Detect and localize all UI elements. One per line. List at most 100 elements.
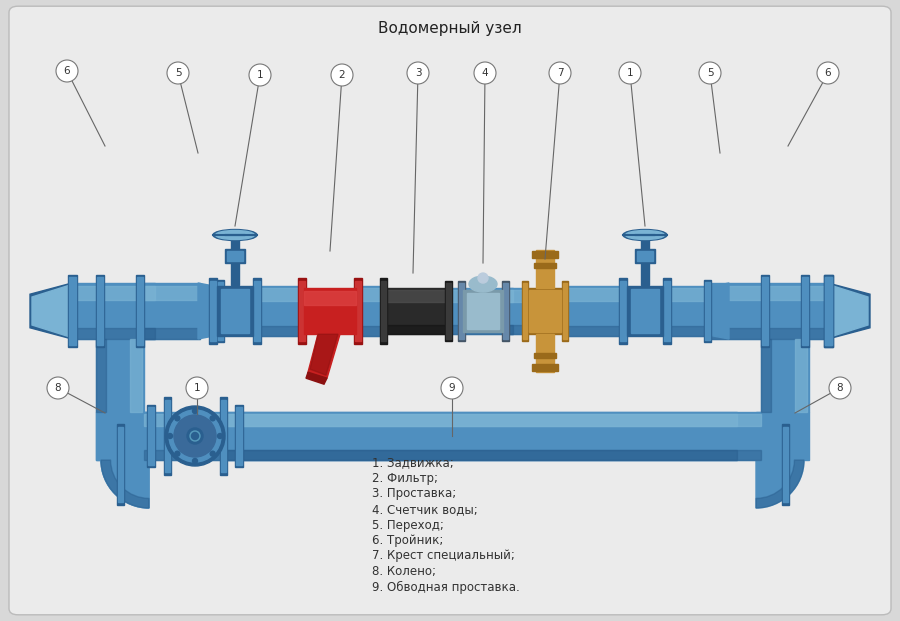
Circle shape bbox=[817, 62, 839, 84]
Text: 1: 1 bbox=[256, 70, 264, 80]
Bar bbox=[565, 288, 623, 301]
Bar bbox=[358, 326, 383, 336]
Text: 8: 8 bbox=[837, 383, 843, 393]
Text: 4: 4 bbox=[482, 68, 489, 78]
Bar bbox=[637, 251, 653, 261]
Bar bbox=[525, 288, 565, 334]
Circle shape bbox=[407, 62, 429, 84]
Bar bbox=[231, 237, 239, 285]
Bar bbox=[223, 450, 761, 460]
Bar bbox=[96, 412, 149, 460]
Circle shape bbox=[211, 416, 215, 421]
Text: 2. Фильтр;: 2. Фильтр; bbox=[372, 472, 438, 485]
Bar bbox=[380, 278, 386, 344]
Bar bbox=[805, 286, 828, 300]
Bar bbox=[213, 326, 220, 336]
Bar bbox=[705, 283, 805, 339]
Circle shape bbox=[549, 62, 571, 84]
Bar bbox=[218, 283, 222, 340]
Polygon shape bbox=[310, 334, 338, 375]
Bar bbox=[446, 283, 451, 338]
Ellipse shape bbox=[215, 230, 255, 240]
Circle shape bbox=[619, 62, 641, 84]
Bar bbox=[144, 414, 167, 427]
Bar bbox=[824, 274, 832, 347]
Bar bbox=[534, 353, 556, 358]
Bar bbox=[254, 281, 260, 342]
Circle shape bbox=[187, 428, 203, 444]
Bar bbox=[536, 334, 554, 372]
Bar bbox=[463, 290, 503, 332]
Text: 5. Переход;: 5. Переход; bbox=[372, 519, 444, 532]
Bar bbox=[762, 278, 768, 345]
Bar bbox=[562, 281, 568, 341]
Bar bbox=[223, 414, 761, 427]
Ellipse shape bbox=[213, 230, 257, 240]
Polygon shape bbox=[198, 283, 220, 339]
Polygon shape bbox=[306, 372, 327, 384]
Bar bbox=[619, 278, 627, 344]
Text: 1. Задвижка;: 1. Задвижка; bbox=[372, 456, 454, 469]
Bar bbox=[782, 427, 788, 502]
Bar bbox=[130, 339, 141, 412]
Circle shape bbox=[193, 458, 197, 463]
Bar bbox=[355, 281, 361, 342]
Circle shape bbox=[331, 64, 353, 86]
Bar bbox=[448, 325, 513, 334]
Bar bbox=[565, 286, 623, 336]
Bar bbox=[536, 250, 554, 288]
Bar bbox=[257, 286, 300, 336]
Polygon shape bbox=[707, 283, 729, 339]
Bar bbox=[217, 280, 223, 342]
Bar bbox=[140, 328, 200, 339]
Bar bbox=[704, 280, 710, 342]
Bar bbox=[383, 325, 448, 334]
Bar bbox=[667, 286, 705, 336]
Bar bbox=[467, 293, 499, 329]
Text: 4. Счетчик воды;: 4. Счетчик воды; bbox=[372, 503, 478, 516]
Bar bbox=[663, 278, 671, 344]
Circle shape bbox=[190, 431, 200, 441]
Bar bbox=[383, 288, 448, 334]
Bar bbox=[96, 339, 105, 412]
Bar bbox=[664, 281, 670, 342]
Bar bbox=[529, 290, 561, 332]
Bar bbox=[448, 288, 513, 334]
Bar bbox=[635, 249, 655, 263]
Bar bbox=[227, 251, 243, 261]
Bar bbox=[168, 412, 737, 460]
Circle shape bbox=[441, 377, 463, 399]
Bar bbox=[502, 283, 508, 338]
Bar bbox=[96, 274, 104, 347]
Bar bbox=[140, 286, 200, 300]
Bar bbox=[210, 281, 216, 342]
Bar bbox=[96, 339, 144, 412]
Bar bbox=[144, 450, 167, 460]
Ellipse shape bbox=[469, 276, 497, 292]
Circle shape bbox=[56, 60, 78, 82]
Bar bbox=[381, 281, 385, 342]
Circle shape bbox=[699, 62, 721, 84]
Polygon shape bbox=[30, 283, 72, 339]
Text: 6. Тройник;: 6. Тройник; bbox=[372, 534, 444, 547]
Bar bbox=[140, 283, 200, 339]
Bar bbox=[565, 326, 623, 336]
Bar bbox=[168, 450, 737, 460]
Circle shape bbox=[175, 451, 180, 456]
Text: Водомерный узел: Водомерный узел bbox=[378, 22, 522, 37]
Bar bbox=[532, 251, 558, 258]
Text: 7: 7 bbox=[557, 68, 563, 78]
Bar bbox=[457, 281, 464, 341]
Polygon shape bbox=[830, 285, 868, 337]
Bar bbox=[805, 283, 828, 339]
Bar bbox=[304, 288, 356, 334]
Polygon shape bbox=[308, 334, 340, 378]
Bar bbox=[824, 278, 832, 345]
Bar bbox=[781, 424, 788, 505]
Bar bbox=[304, 291, 356, 306]
Text: 5: 5 bbox=[175, 68, 181, 78]
Bar bbox=[761, 339, 809, 412]
Bar bbox=[136, 274, 144, 347]
Bar bbox=[667, 288, 705, 301]
Bar bbox=[116, 424, 123, 505]
